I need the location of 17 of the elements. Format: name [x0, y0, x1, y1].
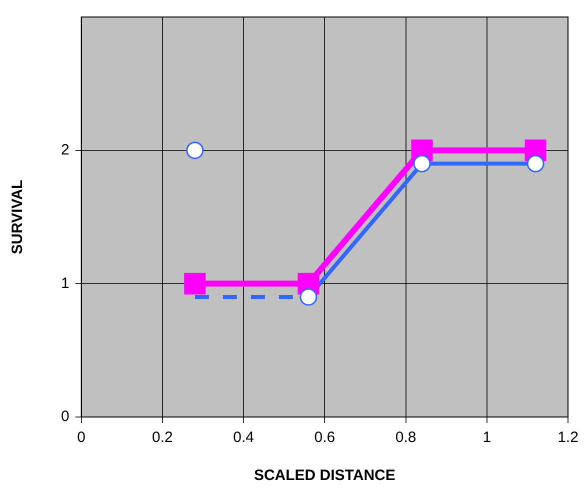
x-tick-label: 1.2 — [558, 429, 578, 446]
y-axis-title: SURVIVAL — [9, 180, 26, 254]
point — [413, 154, 431, 172]
x-axis-title: SCALED DISTANCE — [254, 467, 396, 484]
x-tick-label: 1 — [482, 429, 492, 446]
x-tick-label: 0.6 — [314, 429, 336, 446]
point — [186, 142, 204, 160]
x-tick-label: 0.2 — [152, 429, 173, 446]
x-tick-label: 0.8 — [395, 429, 416, 446]
y-tick-label: 1 — [61, 274, 70, 292]
y-tick-label: 2 — [61, 141, 70, 158]
point — [300, 288, 318, 306]
point — [526, 154, 544, 172]
x-tick-label: 0.4 — [233, 429, 254, 446]
point — [184, 272, 206, 294]
x-tick-label: 0 — [77, 429, 86, 446]
y-tick-label: 0 — [61, 408, 70, 426]
